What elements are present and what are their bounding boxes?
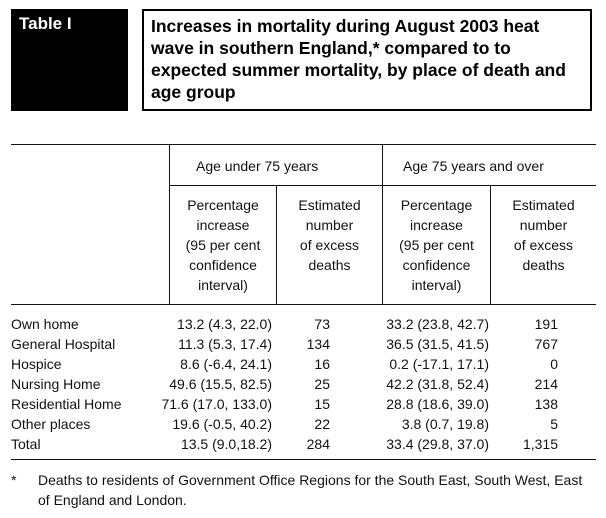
- cell-deaths-under-75: 73: [314, 316, 330, 332]
- row-label: Own home: [11, 316, 79, 332]
- footnote-text: Deaths to residents of Government Office…: [38, 472, 583, 508]
- cell-pct-under-75: 13.2 (4.3, 22.0): [177, 316, 272, 332]
- cell-pct-under-75: 13.5 (9.0,18.2): [180, 436, 272, 452]
- cell-deaths-under-75: 15: [314, 396, 330, 412]
- column-divider: [382, 144, 383, 304]
- cell-pct-75-and-over: 3.8 (0.7, 19.8): [401, 416, 489, 432]
- cell-pct-75-and-over: 33.2 (23.8, 42.7): [386, 316, 489, 332]
- cell-pct-under-75: 11.3 (5.3, 17.4): [178, 336, 272, 352]
- cell-deaths-75-and-over: 138: [534, 396, 558, 412]
- cell-deaths-under-75: 16: [314, 356, 330, 372]
- header-bottom-rule: [11, 304, 596, 305]
- cell-pct-75-and-over: 0.2 (-17.1, 17.1): [389, 356, 489, 372]
- cell-deaths-under-75: 134: [306, 336, 330, 352]
- footnote: * Deaths to residents of Government Offi…: [11, 470, 596, 510]
- table-top-rule: [11, 144, 596, 145]
- cell-pct-under-75: 49.6 (15.5, 82.5): [169, 376, 272, 392]
- column-divider: [169, 144, 170, 304]
- cell-pct-under-75: 8.6 (-6.4, 24.1): [180, 356, 272, 372]
- subheader-pct-increase-under-75: Percentage increase (95 per cent confidence…: [185, 197, 261, 293]
- subheader-pct-increase-75-and-over: Percentage increase (95 per cent confidence…: [399, 197, 474, 293]
- row-label: Total: [11, 436, 41, 452]
- cell-pct-75-and-over: 33.4 (29.8, 37.0): [386, 436, 489, 452]
- row-label: General Hospital: [11, 336, 116, 352]
- cell-deaths-75-and-over: 0: [550, 356, 558, 372]
- cell-pct-75-and-over: 42.2 (31.8, 52.4): [386, 376, 489, 392]
- table-label: Table I: [11, 9, 128, 111]
- cell-deaths-75-and-over: 214: [534, 376, 558, 392]
- subheader-excess-deaths-75-and-over: Estimated number of excess deaths: [512, 197, 575, 273]
- cell-deaths-under-75: 22: [314, 416, 330, 432]
- column-divider: [490, 185, 491, 304]
- row-label: Hospice: [11, 356, 62, 372]
- table-title: Increases in mortality during August 200…: [142, 9, 592, 111]
- cell-pct-75-and-over: 28.8 (18.6, 39.0): [386, 396, 489, 412]
- cell-pct-75-and-over: 36.5 (31.5, 41.5): [386, 336, 489, 352]
- cell-deaths-75-and-over: 5: [550, 416, 558, 432]
- subheader-excess-deaths-under-75: Estimated number of excess deaths: [298, 197, 361, 273]
- cell-deaths-under-75: 284: [306, 436, 330, 452]
- cell-deaths-under-75: 25: [314, 376, 330, 392]
- table-bottom-rule: [11, 459, 596, 460]
- footnote-marker: *: [11, 472, 17, 488]
- group-header-75-and-over: Age 75 years and over: [403, 158, 544, 174]
- cell-deaths-75-and-over: 1,315: [522, 436, 558, 452]
- group-header-under-75: Age under 75 years: [196, 158, 319, 174]
- row-label: Other places: [11, 416, 91, 432]
- row-label: Nursing Home: [11, 376, 101, 392]
- cell-deaths-75-and-over: 191: [534, 316, 558, 332]
- cell-deaths-75-and-over: 767: [534, 336, 558, 352]
- row-label: Residential Home: [11, 396, 122, 412]
- cell-pct-under-75: 71.6 (17.0, 133.0): [161, 396, 272, 412]
- cell-pct-under-75: 19.6 (-0.5, 40.2): [172, 416, 272, 432]
- column-divider: [276, 185, 277, 304]
